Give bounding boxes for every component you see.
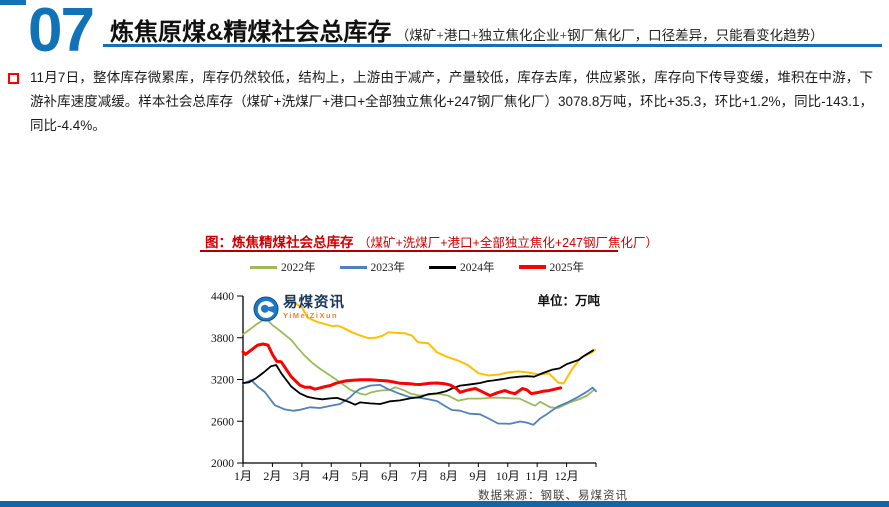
page-title: 炼焦原煤&精煤社会总库存 [110,19,392,46]
x-tick-label: 11月 [525,469,549,483]
chart-line-2022 [242,318,594,409]
x-tick-label: 12月 [555,469,579,483]
x-tick-label: 7月 [410,469,428,483]
x-tick-label: 1月 [234,469,252,483]
section-number: 07 [28,0,95,65]
chart-legend: 2022年 2023年 2024年 2025年 [250,259,584,275]
header: 炼焦原煤&精煤社会总库存 （煤矿+港口+独立焦化企业+钢厂焦化厂，口径差异，只能… [110,12,824,47]
legend-swatch [518,265,546,269]
x-tick-label: 9月 [469,469,487,483]
chart-title-underline [200,250,618,252]
header-underline [103,44,882,47]
bottom-bar [0,501,889,507]
data-source: 数据来源：钢联、易煤资讯 [478,490,628,502]
summary-text: 11月7日，整体库存微累库，库存仍然较低，结构上，上游由于减产，产量较低，库存去… [30,70,873,133]
legend-label: 2025年 [549,262,585,274]
legend-label: 2024年 [460,262,495,274]
bullet-square-icon [8,73,19,84]
unit-label: 单位：万吨 [537,294,600,308]
legend-item-2024: 2024年 [429,259,495,275]
summary-paragraph: 11月7日，整体库存微累库，库存仍然较低，结构上，上游由于减产，产量较低，库存去… [8,66,873,138]
x-tick-label: 2月 [263,469,281,483]
chart-title-main: 图：炼焦精煤社会总库存 [205,235,354,250]
x-tick-label: 5月 [352,469,370,483]
legend-item-2023: 2023年 [339,259,406,275]
chart-title-scope: （煤矿+洗煤厂+港口+全部独立焦化+247钢厂焦化厂） [357,236,659,250]
legend-swatch [339,265,367,269]
y-tick-label: 2000 [211,458,234,470]
chart-title: 图：炼焦精煤社会总库存 （煤矿+洗煤厂+港口+全部独立焦化+247钢厂焦化厂） [205,231,658,252]
x-tick-label: 6月 [381,469,399,483]
y-tick-label: 3200 [211,375,234,387]
header-left-dash [0,0,26,5]
watermark-en: YiMeiZiXun [283,311,339,320]
legend-label: 2023年 [370,262,406,274]
legend-label: 2022年 [281,262,316,274]
chart-line-2025 [241,342,563,398]
x-tick-label: 8月 [440,469,458,483]
yimei-logo-icon [253,296,279,322]
watermark: 易煤资讯 YiMeiZiXun [253,296,345,322]
x-tick-label: 10月 [496,469,520,483]
page-subtitle: （煤矿+港口+独立焦化企业+钢厂焦化厂，口径差异，只能看变化趋势） [395,28,824,43]
watermark-cn: 易煤资讯 [283,295,345,311]
legend-item-2022: 2022年 [250,259,316,275]
chart-line-unlabeled [284,295,597,385]
chart-line-2024 [242,349,594,406]
x-tick-label: 3月 [293,469,311,483]
y-tick-label: 3800 [211,333,234,345]
y-tick-label: 4400 [211,291,234,303]
legend-swatch [429,265,456,269]
x-tick-label: 4月 [322,469,340,483]
watermark-text: 易煤资讯 YiMeiZiXun [283,295,345,321]
legend-swatch [250,265,277,269]
y-tick-label: 2600 [211,416,234,428]
legend-item-2025: 2025年 [518,259,585,275]
